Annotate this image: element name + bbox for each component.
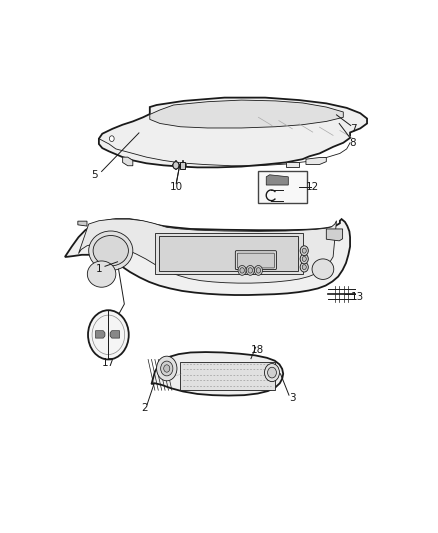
- Polygon shape: [180, 161, 185, 169]
- Text: 7: 7: [350, 124, 357, 134]
- Circle shape: [164, 365, 170, 372]
- Polygon shape: [152, 352, 283, 395]
- Circle shape: [238, 265, 246, 276]
- Polygon shape: [78, 219, 336, 283]
- Circle shape: [254, 265, 262, 276]
- Text: 18: 18: [251, 345, 265, 356]
- Circle shape: [300, 254, 308, 264]
- Text: 17: 17: [102, 358, 115, 368]
- Polygon shape: [159, 236, 298, 271]
- Ellipse shape: [312, 259, 334, 279]
- Text: 12: 12: [306, 182, 319, 192]
- Polygon shape: [110, 330, 120, 338]
- Circle shape: [302, 265, 306, 270]
- Circle shape: [110, 136, 114, 142]
- Bar: [258, 171, 307, 204]
- Polygon shape: [306, 158, 326, 165]
- Ellipse shape: [93, 236, 128, 266]
- Text: 8: 8: [350, 138, 356, 148]
- Polygon shape: [99, 98, 367, 167]
- Polygon shape: [326, 229, 343, 241]
- Polygon shape: [95, 330, 105, 338]
- Circle shape: [246, 265, 254, 276]
- Circle shape: [302, 256, 306, 261]
- Ellipse shape: [87, 261, 116, 287]
- Polygon shape: [150, 100, 343, 128]
- Circle shape: [300, 246, 308, 256]
- Circle shape: [240, 268, 244, 273]
- Circle shape: [88, 310, 129, 359]
- Text: 10: 10: [170, 182, 183, 192]
- Text: 13: 13: [351, 292, 364, 302]
- Polygon shape: [155, 233, 303, 274]
- Polygon shape: [266, 175, 288, 185]
- Circle shape: [248, 268, 253, 273]
- Circle shape: [157, 356, 177, 381]
- Text: 3: 3: [289, 393, 296, 403]
- Polygon shape: [123, 157, 133, 166]
- Circle shape: [161, 361, 173, 376]
- Text: 2: 2: [141, 403, 148, 413]
- Circle shape: [302, 248, 306, 253]
- Polygon shape: [78, 221, 87, 226]
- Text: 1: 1: [95, 264, 102, 274]
- FancyBboxPatch shape: [237, 253, 274, 268]
- Text: 5: 5: [92, 170, 98, 180]
- FancyBboxPatch shape: [235, 251, 276, 270]
- Circle shape: [268, 367, 276, 378]
- Circle shape: [256, 268, 261, 273]
- Circle shape: [300, 262, 308, 272]
- Ellipse shape: [88, 231, 133, 270]
- Polygon shape: [180, 361, 275, 390]
- Polygon shape: [286, 163, 299, 167]
- Polygon shape: [65, 219, 350, 295]
- Circle shape: [173, 161, 179, 169]
- Circle shape: [265, 364, 279, 382]
